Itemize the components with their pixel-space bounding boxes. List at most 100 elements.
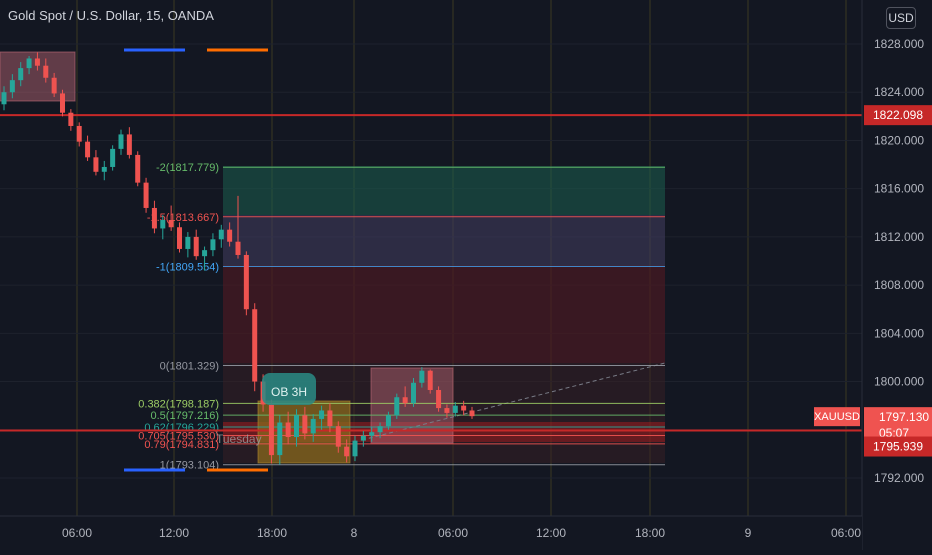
- y-tick-label-5: 1808.000: [874, 278, 924, 292]
- candle-body-43: [360, 435, 366, 441]
- candle-body-39: [327, 410, 333, 427]
- candle-body-34: [285, 422, 291, 438]
- candle-body-38: [319, 410, 325, 419]
- zones: [0, 51, 666, 464]
- price-tag-1822-bg: [864, 105, 932, 126]
- candle-body-50: [419, 370, 425, 383]
- candle-body-28: [235, 241, 241, 255]
- candle-body-11: [93, 157, 99, 172]
- candle-body-21: [177, 227, 182, 249]
- price-tag-1795-bg: [864, 436, 932, 457]
- candle-body-16: [135, 154, 141, 183]
- candle-body-23: [193, 236, 199, 257]
- fib-label-5: 0.5(1797.216): [151, 410, 220, 422]
- candle-body-42: [352, 440, 358, 457]
- fib-label-8: 0.79(1794.831): [144, 439, 219, 451]
- fib-label-2: -1(1809.554): [156, 261, 219, 273]
- x-tick-label-7: 9: [745, 526, 752, 540]
- fib-label-7: 0.705(1795.530): [138, 430, 219, 442]
- candle-body-27: [227, 229, 233, 242]
- candle-body-19: [160, 220, 166, 229]
- y-tick-label-3: 1816.000: [874, 182, 924, 196]
- x-tick-label-6: 18:00: [635, 526, 665, 540]
- candle-body-41: [344, 446, 350, 457]
- candle-body-33: [277, 422, 283, 456]
- fib-label-4: 0.382(1798.187): [138, 398, 219, 410]
- y-tick-label-1: 1824.000: [874, 85, 924, 99]
- fib-zone-mid-red: [223, 265, 665, 363]
- candle-body-5: [43, 65, 49, 78]
- candle-body-24: [202, 250, 208, 257]
- x-tick-label-0: 06:00: [62, 526, 92, 540]
- price-tag-1822-text: 1822.098: [873, 108, 923, 122]
- y-tick-label-6: 1804.000: [874, 326, 924, 340]
- x-tick-labels: 06:00 12:00 18:00 8 06:00 12:00 18:00 9 06:00: [62, 526, 861, 540]
- y-tick-label-0: 1828.000: [874, 37, 924, 51]
- y-tick-label-9: 1792.000: [874, 471, 924, 485]
- overlays: OB 3H Tuesday: [124, 48, 316, 472]
- candle-body-46: [385, 415, 391, 427]
- candle-body-52: [436, 389, 442, 409]
- price-axis-bg[interactable]: [862, 0, 932, 550]
- candle-body-15: [126, 134, 132, 155]
- candle-body-49: [411, 382, 416, 404]
- candle-body-6: [51, 77, 57, 94]
- x-tick-label-1: 12:00: [159, 526, 189, 540]
- candle-body-36: [302, 415, 308, 434]
- fib-label-1: -1.5(1813.667): [147, 212, 219, 224]
- candle-body-53: [444, 408, 450, 413]
- fib-label-3: 0(1801.329): [160, 361, 219, 373]
- candle-body-56: [469, 410, 475, 417]
- candle-body-3: [26, 58, 32, 69]
- candle-body-9: [76, 125, 82, 142]
- x-tick-label-2: 18:00: [257, 526, 287, 540]
- y-tick-labels: 1828.000 1824.000 1820.000 1816.000 1812.000…: [874, 37, 924, 485]
- currency-button[interactable]: USD: [886, 7, 916, 29]
- candle-body-10: [85, 141, 91, 158]
- candle-body-37: [310, 418, 316, 434]
- candle-body-25: [210, 239, 216, 251]
- candle-body-44: [369, 432, 375, 436]
- candle-body-20: [168, 220, 174, 228]
- candle-body-26: [218, 229, 224, 240]
- fib-levels: -2(1817.779) -1.5(1813.667) -1(1809.554) 0(…: [138, 162, 665, 472]
- candle-body-54: [452, 405, 458, 413]
- candle-body-18: [151, 207, 157, 229]
- price-tag-1795-text: 1795.939: [873, 440, 923, 454]
- candle-body-40: [335, 426, 341, 447]
- y-tick-label-2: 1820.000: [874, 133, 924, 147]
- ob-label-box: [262, 373, 316, 405]
- candle-body-8: [68, 112, 74, 126]
- y-tick-label-7: 1800.000: [874, 375, 924, 389]
- x-tick-label-5: 12:00: [536, 526, 566, 540]
- candle-body-48: [402, 397, 408, 404]
- candle-body-29: [243, 254, 249, 310]
- candle-body-32: [268, 404, 274, 456]
- candle-body-4: [34, 58, 40, 66]
- candle-body-0: [1, 92, 7, 105]
- candle-body-51: [427, 370, 433, 390]
- candle-body-14: [118, 134, 124, 149]
- candle-body-2: [18, 68, 24, 81]
- x-tick-label-3: 8: [351, 526, 358, 540]
- day-label-text: Tuesday: [216, 432, 262, 446]
- y-tick-label-4: 1812.000: [874, 230, 924, 244]
- candle-body-17: [143, 182, 149, 208]
- candle-body-7: [60, 93, 65, 113]
- candle-body-12: [101, 166, 107, 172]
- symbol-tag-text: XAUUSD: [814, 411, 860, 423]
- chart-title: Gold Spot / U.S. Dollar, 15, OANDA: [8, 8, 214, 23]
- time-axis-bg[interactable]: [0, 516, 862, 550]
- candle-body-13: [110, 148, 116, 167]
- candle-body-45: [377, 426, 383, 433]
- symbol-tag-bg: [814, 407, 860, 427]
- candle-body-47: [394, 397, 400, 416]
- candle-body-35: [294, 415, 299, 438]
- current-price-tag-text: 1797.130: [879, 410, 929, 424]
- x-tick-label-4: 06:00: [438, 526, 468, 540]
- fib-zone-upper-green: [223, 166, 665, 215]
